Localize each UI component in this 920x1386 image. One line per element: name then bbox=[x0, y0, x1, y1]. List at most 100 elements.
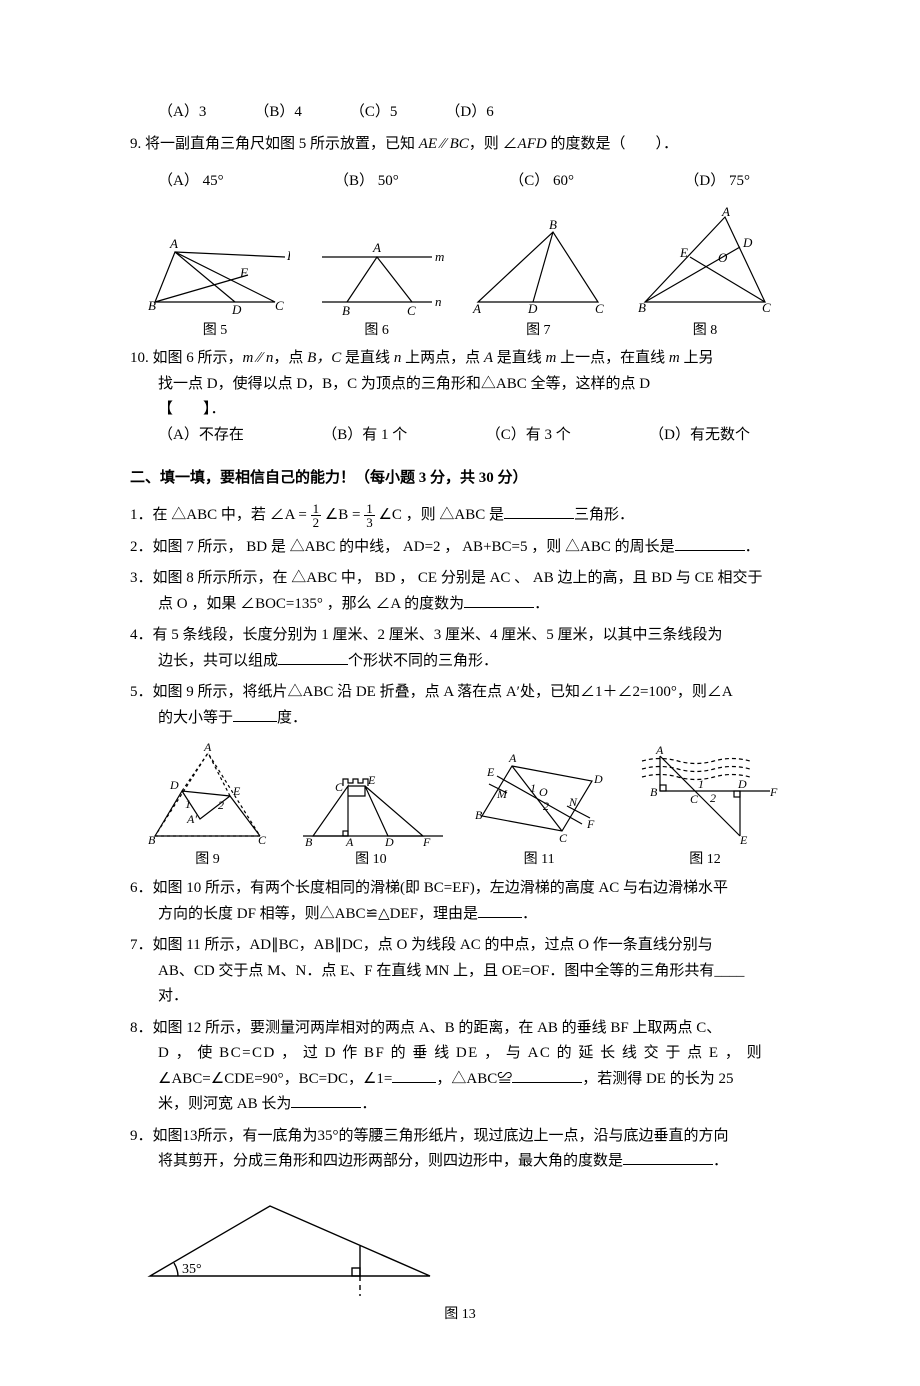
svg-text:F: F bbox=[586, 817, 595, 831]
frac2d: 3 bbox=[364, 516, 375, 529]
svg-text:E: E bbox=[232, 784, 241, 798]
f5-line1: 5．如图 9 所示，将纸片△ABC 沿 DE 折叠，点 A 落在点 A′处，已知… bbox=[130, 680, 790, 706]
f7-line2: AB、CD 交于点 M、N．点 E、F 在直线 MN 上，且 OE=OF．图中全… bbox=[130, 959, 790, 985]
q10-mn: m ∕∕ n bbox=[243, 350, 274, 366]
svg-text:B: B bbox=[148, 298, 156, 313]
svg-text:A: A bbox=[169, 236, 178, 251]
svg-text:2: 2 bbox=[710, 791, 716, 805]
q10-line2: 找一点 D，使得以点 D，B，C 为顶点的三角形和△ABC 全等，这样的点 D bbox=[130, 372, 790, 398]
q10-t5: 是直线 bbox=[493, 350, 546, 366]
f6-line1: 6．如图 10 所示，有两个长度相同的滑梯(即 BC=EF)，左边滑梯的高度 A… bbox=[130, 876, 790, 902]
f8-line3: ∠ABC=∠CDE=90°，BC=DC，∠1=，△ABC≌，若测得 DE 的长为… bbox=[130, 1067, 790, 1093]
f4-blank bbox=[278, 649, 348, 665]
svg-text:A: A bbox=[472, 301, 481, 316]
fill-8: 8．如图 12 所示，要测量河两岸相对的两点 A、B 的距离，在 AB 的垂线 … bbox=[130, 1016, 790, 1118]
fig9-label: 图 9 bbox=[195, 848, 220, 872]
fig10-label: 图 10 bbox=[355, 848, 387, 872]
q10-t7: 上另 bbox=[680, 350, 714, 366]
svg-text:M: M bbox=[496, 787, 508, 801]
q10-t4: 上两点，点 bbox=[401, 350, 484, 366]
f8-blank1 bbox=[392, 1067, 436, 1083]
q10-choice-c: （C）有 3 个 bbox=[486, 423, 571, 449]
f8-l3-tail: ，若测得 DE 的长为 25 bbox=[582, 1071, 733, 1087]
svg-text:B: B bbox=[475, 808, 483, 822]
q10-line1: 10. 如图 6 所示，m ∕∕ n，点 B，C 是直线 n 上两点，点 A 是… bbox=[130, 346, 790, 372]
svg-text:C: C bbox=[275, 298, 284, 313]
svg-text:1: 1 bbox=[698, 777, 704, 791]
svg-text:n: n bbox=[435, 294, 442, 309]
svg-text:F: F bbox=[239, 265, 249, 280]
q9-text-2: ，则 ∠ bbox=[469, 136, 518, 152]
svg-text:C: C bbox=[762, 300, 771, 315]
fig8-label: 图 8 bbox=[693, 319, 718, 343]
q9-choices: （A） 45° （B） 50° （C） 60° （D） 75° bbox=[130, 169, 790, 195]
f6-line2: 方向的长度 DF 相等，则△ABC≌△DEF，理由是 ． bbox=[130, 902, 790, 928]
fig11-label: 图 11 bbox=[524, 848, 555, 872]
fig9-svg: A B C D E A' 1 2 bbox=[140, 741, 275, 846]
f7-line3: 对． bbox=[130, 984, 790, 1010]
fig8-svg: A B C D E O bbox=[630, 207, 780, 317]
svg-text:2: 2 bbox=[543, 799, 549, 813]
svg-text:D: D bbox=[593, 772, 603, 786]
fill-4: 4．有 5 条线段，长度分别为 1 厘米、2 厘米、3 厘米、4 厘米、5 厘米… bbox=[130, 623, 790, 674]
figure-11: A B C D E F M N O 1 2 图 11 bbox=[467, 746, 612, 872]
f8-line1: 8．如图 12 所示，要测量河两岸相对的两点 A、B 的距离，在 AB 的垂线 … bbox=[130, 1016, 790, 1042]
svg-text:D: D bbox=[384, 835, 394, 846]
figure-8: A B C D E O 图 8 bbox=[630, 207, 780, 343]
q8-choice-d: （D）6 bbox=[445, 100, 493, 126]
q10-t6: 上一点，在直线 bbox=[556, 350, 669, 366]
fig11-svg: A B C D E F M N O 1 2 bbox=[467, 746, 612, 846]
q8-choice-a: （A）3 bbox=[158, 100, 206, 126]
fig12-svg: A B C D F E 1 2 bbox=[630, 746, 780, 846]
f6-l2-pre: 方向的长度 DF 相等，则△ABC≌△DEF，理由是 bbox=[158, 906, 478, 922]
svg-text:E: E bbox=[486, 765, 495, 779]
q10-t3: 是直线 bbox=[341, 350, 394, 366]
f1-mid1: ∠B = bbox=[325, 507, 361, 523]
svg-text:D: D bbox=[527, 301, 538, 316]
f3-line2: 点 O ，如果 ∠BOC=135° ，那么 ∠A 的度数为． bbox=[130, 592, 790, 618]
fig6-svg: A B C m n bbox=[307, 237, 447, 317]
q10-bc: B，C bbox=[307, 350, 341, 366]
q9-choice-a: （A） 45° bbox=[158, 169, 224, 195]
q10-m: m bbox=[546, 350, 557, 366]
f8-l3-mid: ，△ABC≌ bbox=[436, 1071, 512, 1087]
fig13-angle: 35° bbox=[182, 1262, 202, 1277]
f2-tail: ． bbox=[745, 539, 760, 555]
fig5-svg: A B C D E F bbox=[140, 232, 290, 317]
svg-text:A: A bbox=[203, 741, 212, 754]
svg-text:A: A bbox=[655, 746, 664, 757]
svg-text:D: D bbox=[169, 778, 179, 792]
f6-l2-tail: ． bbox=[522, 906, 537, 922]
fig6-label: 图 6 bbox=[364, 319, 389, 343]
f5-blank bbox=[233, 706, 277, 722]
fig5-label: 图 5 bbox=[203, 319, 228, 343]
svg-text:C: C bbox=[690, 792, 699, 806]
f9-line1: 9．如图13所示，有一底角为35°的等腰三角形纸片，现过底边上一点，沿与底边垂直… bbox=[130, 1124, 790, 1150]
svg-text:A': A' bbox=[186, 812, 197, 826]
svg-text:E: E bbox=[739, 833, 748, 846]
frac2n: 1 bbox=[364, 502, 375, 516]
f9-blank bbox=[623, 1149, 713, 1165]
svg-text:A: A bbox=[372, 240, 381, 255]
fill-7: 7．如图 11 所示，AD∥BC，AB∥DC，点 O 为线段 AC 的中点，过点… bbox=[130, 933, 790, 1010]
fig10-svg: B A C E D F bbox=[293, 751, 448, 846]
figure-12: A B C D F E 1 2 图 12 bbox=[630, 746, 780, 872]
svg-text:C: C bbox=[335, 780, 344, 794]
svg-text:F: F bbox=[422, 835, 431, 846]
q10-m2: m bbox=[669, 350, 680, 366]
figure-6: A B C m n 图 6 bbox=[307, 237, 447, 343]
f7-line1: 7．如图 11 所示，AD∥BC，AB∥DC，点 O 为线段 AC 的中点，过点… bbox=[130, 933, 790, 959]
f5-line2: 的大小等于度． bbox=[130, 706, 790, 732]
q10-t2: ，点 bbox=[273, 350, 307, 366]
fill-3: 3．如图 8 所示所示，在 △ABC 中， BD ， CE 分别是 AC 、 A… bbox=[130, 566, 790, 617]
f5-l2-tail: 度． bbox=[277, 710, 307, 726]
q10-choice-a: （A）不存在 bbox=[158, 423, 244, 449]
q9-choice-c: （C） 60° bbox=[509, 169, 574, 195]
svg-text:1: 1 bbox=[530, 781, 536, 795]
svg-text:N: N bbox=[568, 795, 578, 809]
f3-blank bbox=[464, 592, 534, 608]
svg-text:A: A bbox=[721, 207, 730, 219]
svg-text:E: E bbox=[679, 245, 688, 260]
svg-text:A: A bbox=[508, 751, 517, 765]
q9-choice-b: （B） 50° bbox=[334, 169, 399, 195]
